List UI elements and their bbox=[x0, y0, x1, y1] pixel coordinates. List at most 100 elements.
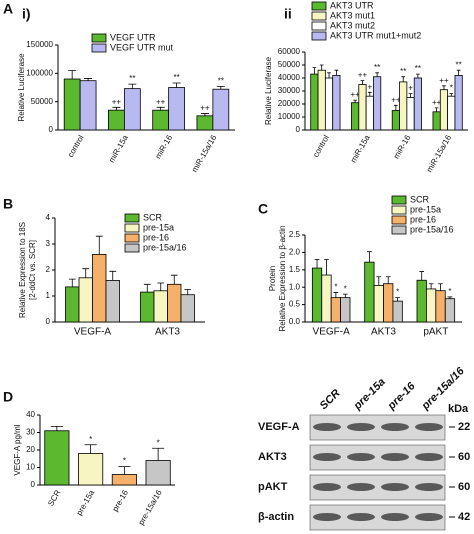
subpanel-label: i) bbox=[22, 6, 31, 22]
legend-swatch bbox=[391, 205, 407, 215]
bar bbox=[44, 430, 70, 486]
legend-swatch bbox=[311, 21, 327, 31]
error-bar bbox=[184, 289, 192, 295]
bar bbox=[311, 267, 323, 323]
blot-band bbox=[313, 453, 341, 461]
bar bbox=[79, 80, 97, 131]
significance-label: ++ bbox=[391, 95, 401, 104]
error-bar bbox=[342, 293, 348, 298]
y-axis-label: Relative Luciferase bbox=[264, 56, 273, 125]
bar bbox=[444, 298, 456, 323]
blot-column: pre-16 bbox=[385, 380, 418, 413]
error-bar bbox=[84, 78, 93, 81]
bar bbox=[416, 279, 427, 323]
blot-band bbox=[381, 483, 409, 491]
bar bbox=[140, 291, 155, 323]
error-bar bbox=[95, 235, 103, 255]
x-tick-label: control bbox=[311, 133, 331, 158]
bar bbox=[373, 285, 384, 323]
bar bbox=[358, 84, 367, 131]
bar bbox=[391, 110, 400, 131]
significance-label: * bbox=[89, 435, 92, 444]
error-bar bbox=[333, 292, 339, 298]
blot-unit: kDa bbox=[448, 403, 469, 415]
bar bbox=[439, 89, 449, 131]
error-bar bbox=[438, 283, 443, 291]
error-bar bbox=[84, 444, 97, 454]
error-bar bbox=[353, 99, 357, 103]
blot-size: 42 bbox=[458, 511, 470, 523]
legend-swatch bbox=[124, 243, 140, 253]
error-bar bbox=[200, 113, 209, 116]
blot-band bbox=[415, 453, 443, 461]
blot-row-label: VEGF-A bbox=[258, 421, 300, 433]
error-bar bbox=[395, 297, 400, 302]
bar bbox=[111, 474, 137, 486]
y-tick-label: 10 bbox=[26, 463, 35, 472]
significance-label: ++ bbox=[432, 98, 442, 107]
legend-swatch bbox=[311, 11, 327, 21]
y-axis-label: Relative Expression to β-actin bbox=[278, 226, 287, 332]
error-bar bbox=[112, 106, 121, 111]
significance-label: ** bbox=[415, 64, 421, 73]
error-bar bbox=[428, 283, 434, 289]
error-bar bbox=[385, 276, 391, 284]
y-tick-label: 1 bbox=[46, 291, 51, 300]
blot-rows: VEGF-A 22 AKT3 60 pAKT 60 β-actin 42 bbox=[258, 414, 470, 531]
y-tick-label: 20 bbox=[26, 445, 35, 454]
error-bar bbox=[172, 82, 181, 88]
error-bar bbox=[456, 69, 461, 76]
error-bar bbox=[312, 67, 317, 75]
y-tick-label: 0 bbox=[49, 125, 54, 134]
blot-band bbox=[415, 513, 443, 521]
bar bbox=[105, 279, 120, 323]
error-bar bbox=[68, 70, 77, 79]
legend-label: SCR bbox=[410, 194, 430, 204]
bar bbox=[153, 290, 168, 323]
x-tick-label: miR-15a/16 bbox=[190, 133, 219, 174]
error-bar bbox=[449, 93, 454, 97]
bar bbox=[145, 460, 171, 486]
legend-swatch bbox=[391, 225, 407, 235]
bar bbox=[78, 277, 93, 323]
error-bar bbox=[314, 258, 320, 269]
panel-label: C bbox=[258, 201, 268, 217]
y-tick-label: 150000 bbox=[26, 40, 53, 49]
error-bar bbox=[334, 69, 339, 76]
y-tick-label: 50000 bbox=[278, 60, 301, 69]
x-tick-label: miR-15a bbox=[107, 133, 130, 164]
y-tick-label: 30000 bbox=[278, 86, 301, 95]
y-tick-label: 0 bbox=[46, 317, 51, 326]
significance-label: * bbox=[344, 284, 347, 293]
legend-swatch bbox=[311, 31, 327, 41]
bar bbox=[168, 87, 185, 131]
error-bar bbox=[68, 278, 76, 287]
bar bbox=[332, 75, 341, 131]
bar bbox=[92, 253, 107, 323]
significance-label: * bbox=[450, 84, 453, 93]
significance-label: ++ bbox=[350, 90, 360, 99]
legend-swatch bbox=[124, 213, 140, 223]
x-tick-label: AKT3 bbox=[371, 327, 396, 338]
blot-row-label: pAKT bbox=[258, 481, 288, 493]
significance-label: ++ bbox=[112, 97, 122, 106]
x-tick-label: miR-15a/16 bbox=[425, 133, 454, 174]
blot-band bbox=[313, 483, 341, 491]
legend-label: VEGF UTR bbox=[110, 32, 156, 42]
bar bbox=[454, 75, 463, 131]
blot-band bbox=[347, 513, 375, 521]
error-bar bbox=[118, 466, 131, 475]
blot-band bbox=[381, 423, 409, 431]
error-bar bbox=[401, 76, 406, 82]
x-tick-label: pAKT bbox=[423, 327, 448, 338]
bar bbox=[399, 81, 408, 131]
x-tick-label: SCR bbox=[46, 488, 62, 507]
bar bbox=[196, 115, 214, 131]
error-bar bbox=[324, 258, 329, 276]
blot-size: 60 bbox=[458, 451, 470, 463]
y-tick-label: 50000 bbox=[31, 97, 54, 106]
significance-label: ** bbox=[400, 67, 406, 76]
significance-label: ++ bbox=[358, 71, 368, 80]
significance-label: * bbox=[157, 438, 160, 447]
error-bar bbox=[157, 282, 165, 291]
